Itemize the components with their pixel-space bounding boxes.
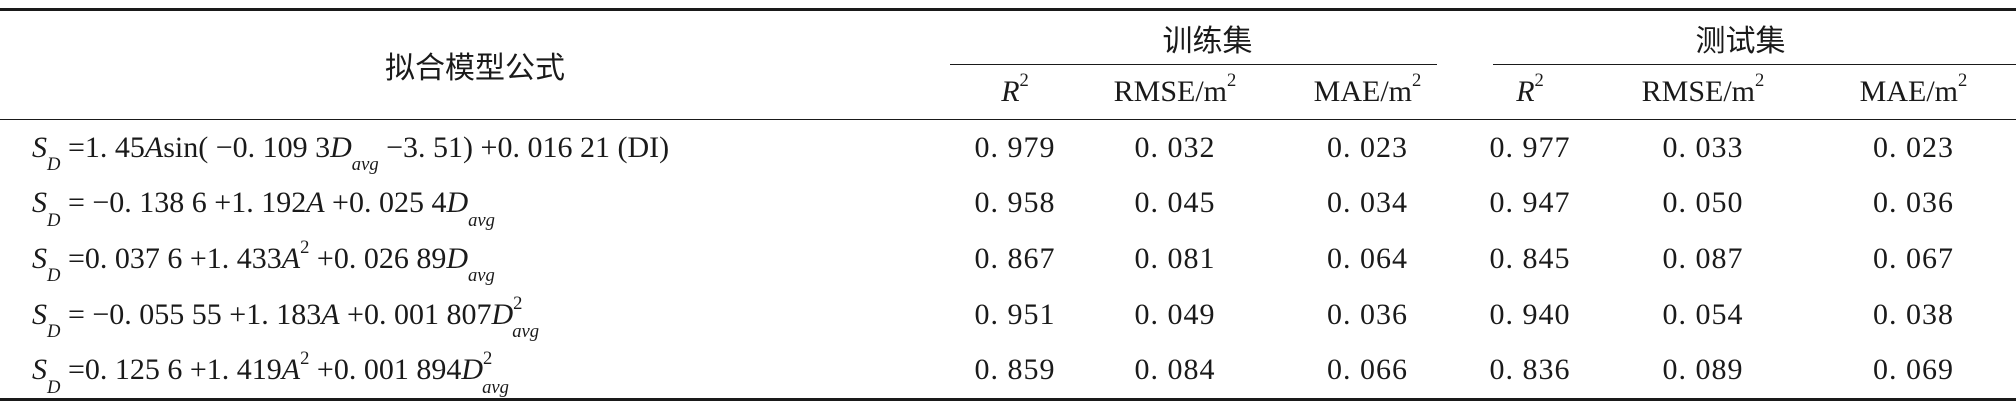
test-r2-cell: 0. 836 xyxy=(1465,342,1595,401)
test-mae-cell: 0. 069 xyxy=(1811,342,2016,401)
table-row: SD =0. 125 6 +1. 419A2 +0. 001 894D2avg … xyxy=(0,342,2016,401)
test-mae-header: MAE/m2 xyxy=(1811,65,2016,120)
train-group-label: 训练集 xyxy=(1162,24,1253,59)
header-row-metrics: R2 RMSE/m2 MAE/m2 R2 RMSE/m2 MAE/m2 xyxy=(0,65,2016,120)
test-r2-cell: 0. 845 xyxy=(1489,241,1571,275)
test-rmse-cell: 0. 033 xyxy=(1662,130,1744,164)
test-mae-cell: 0. 038 xyxy=(1873,297,1954,331)
train-mae-cell: 0. 023 xyxy=(1327,130,1408,164)
formula-cell: SD =1. 45Asin( −0. 109 3Davg −3. 51) +0.… xyxy=(32,130,670,176)
test-rmse-cell: 0. 054 xyxy=(1662,297,1744,331)
train-r2-cell: 0. 951 xyxy=(974,297,1056,331)
train-r2-header: R2 xyxy=(950,65,1080,120)
table-row: SD = −0. 138 6 +1. 192A +0. 025 4Davg 0.… xyxy=(0,176,2016,232)
formula-cell: SD =0. 037 6 +1. 433A2 +0. 026 89Davg xyxy=(32,237,495,287)
train-rmse-cell: 0. 049 xyxy=(1134,297,1216,331)
fit-model-table: 拟合模型公式 训练集 测试集 R2 RMSE/m2 MAE/m2 R2 RMSE… xyxy=(0,8,2016,401)
table-row: SD = −0. 055 55 +1. 183A +0. 001 807D2av… xyxy=(0,287,2016,343)
test-r2-header: R2 xyxy=(1465,65,1595,120)
test-mae-cell: 0. 067 xyxy=(1873,241,1954,275)
test-group-header: 测试集 xyxy=(1465,8,2016,65)
test-mae-cell: 0. 023 xyxy=(1873,130,1954,164)
test-mae-cell: 0. 036 xyxy=(1873,186,1954,220)
train-rmse-cell: 0. 045 xyxy=(1134,186,1216,220)
train-r2-cell: 0. 958 xyxy=(974,186,1056,220)
test-r2-cell: 0. 977 xyxy=(1489,130,1571,164)
train-rmse-cell: 0. 032 xyxy=(1134,130,1216,164)
test-rmse-cell: 0. 089 xyxy=(1595,342,1811,401)
test-r2-cell: 0. 947 xyxy=(1489,186,1571,220)
formula-column-header: 拟合模型公式 xyxy=(0,8,950,120)
train-rmse-cell: 0. 084 xyxy=(1080,342,1270,401)
test-rmse-cell: 0. 087 xyxy=(1662,241,1744,275)
train-mae-cell: 0. 036 xyxy=(1327,297,1408,331)
train-mae-cell: 0. 066 xyxy=(1270,342,1465,401)
train-group-header: 训练集 xyxy=(950,8,1465,65)
test-rmse-header: RMSE/m2 xyxy=(1595,65,1811,120)
header-row-groups: 拟合模型公式 训练集 测试集 xyxy=(0,8,2016,120)
formula-cell: SD = −0. 055 55 +1. 183A +0. 001 807D2av… xyxy=(32,292,540,343)
train-mae-cell: 0. 034 xyxy=(1327,186,1408,220)
train-rmse-header: RMSE/m2 xyxy=(1080,65,1270,120)
train-r2-cell: 0. 867 xyxy=(974,241,1056,275)
train-mae-cell: 0. 064 xyxy=(1327,241,1408,275)
train-mae-header: MAE/m2 xyxy=(1270,65,1465,120)
table-row: SD =1. 45Asin( −0. 109 3Davg −3. 51) +0.… xyxy=(0,120,2016,176)
formula-cell: SD = −0. 138 6 +1. 192A +0. 025 4Davg xyxy=(32,186,495,231)
test-group-label: 测试集 xyxy=(1695,24,1786,59)
test-rmse-cell: 0. 050 xyxy=(1662,186,1744,220)
formula-cell: SD =0. 125 6 +1. 419A2 +0. 001 894D2avg xyxy=(0,342,950,401)
test-r2-cell: 0. 940 xyxy=(1489,297,1571,331)
train-r2-cell: 0. 859 xyxy=(950,342,1080,401)
train-rmse-cell: 0. 081 xyxy=(1134,241,1216,275)
train-r2-cell: 0. 979 xyxy=(974,130,1056,164)
fit-model-table-container: 拟合模型公式 训练集 测试集 R2 RMSE/m2 MAE/m2 R2 RMSE… xyxy=(0,8,2016,401)
table-row: SD =0. 037 6 +1. 433A2 +0. 026 89Davg 0.… xyxy=(0,231,2016,287)
